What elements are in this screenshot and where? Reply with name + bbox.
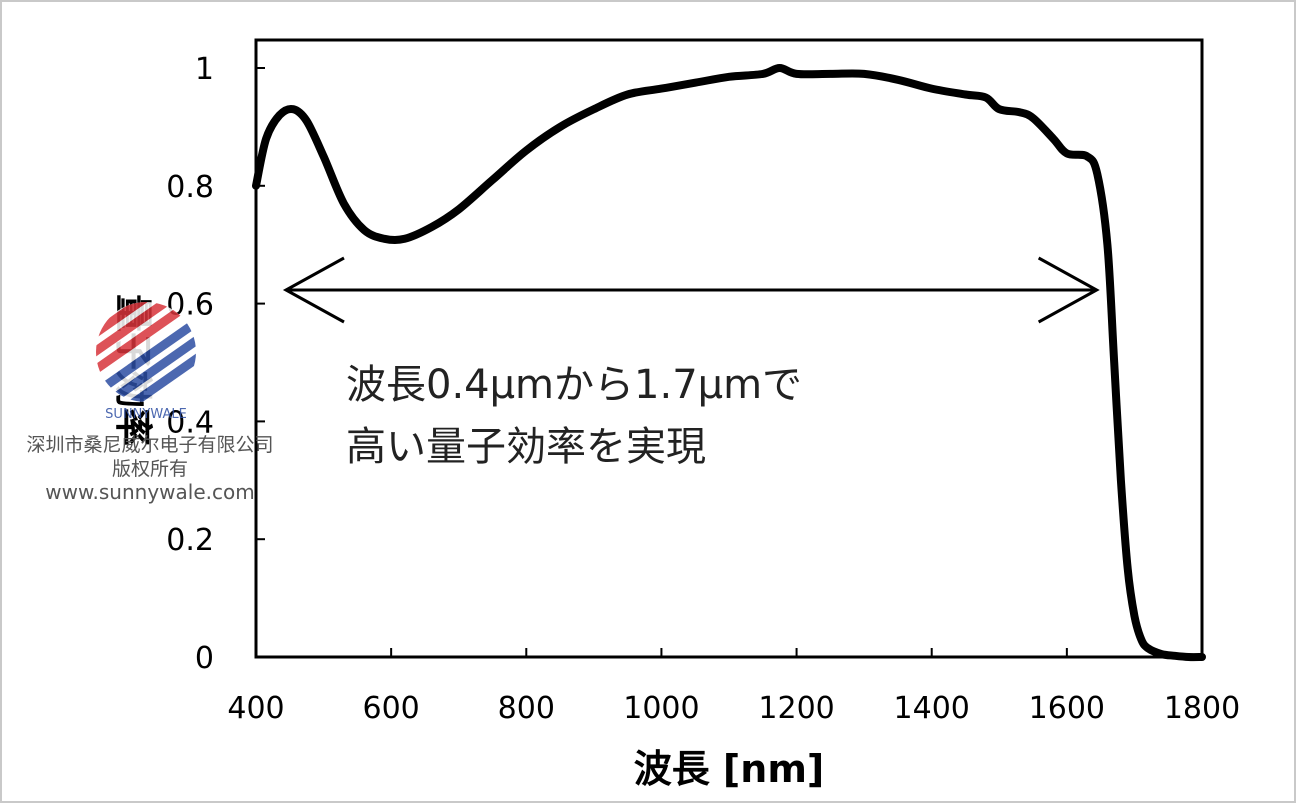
y-axis-ticks: 00.20.40.60.81 [166,52,265,676]
watermark-company: 深圳市桑尼威尔电子有限公司 [26,434,274,456]
x-tick-label: 1800 [1164,691,1240,726]
x-axis-title: 波長 [nm] [634,747,825,791]
x-tick-label: 1200 [758,691,834,726]
x-tick-label: 600 [363,691,420,726]
plot-area [254,38,1204,659]
x-axis-ticks: 400 600 800 1000 1200 1400 1600 1800 [227,648,1240,726]
logo-brand-text: SUNNYWALE [105,407,187,422]
series-layer [252,64,1206,662]
arrow-head-right [1037,256,1100,324]
arrow-head-left [282,256,345,324]
x-tick-label: 1400 [894,691,970,726]
x-tick-label: 1600 [1029,691,1105,726]
sunnywale-logo: SUNNYWALE [96,302,196,422]
y-tick-label: 0 [195,641,214,676]
x-tick-label: 400 [227,691,284,726]
y-tick-label: 1 [195,52,214,87]
watermark-rights: 版权所有 [111,458,188,480]
y-tick-label: 0.8 [166,170,214,205]
range-arrow [282,256,1100,324]
x-tick-label: 1000 [623,691,699,726]
y-tick-label: 0.2 [166,523,214,558]
annotation-line-1: 波長0.4μmから1.7μmで [346,362,802,408]
y-tick-label: 0.4 [166,405,214,440]
watermark-url: www.sunnywale.com [45,480,255,504]
qe-series-line [252,64,1206,662]
x-tick-label: 800 [498,691,555,726]
annotation-line-2: 高い量子効率を実現 [346,424,706,470]
